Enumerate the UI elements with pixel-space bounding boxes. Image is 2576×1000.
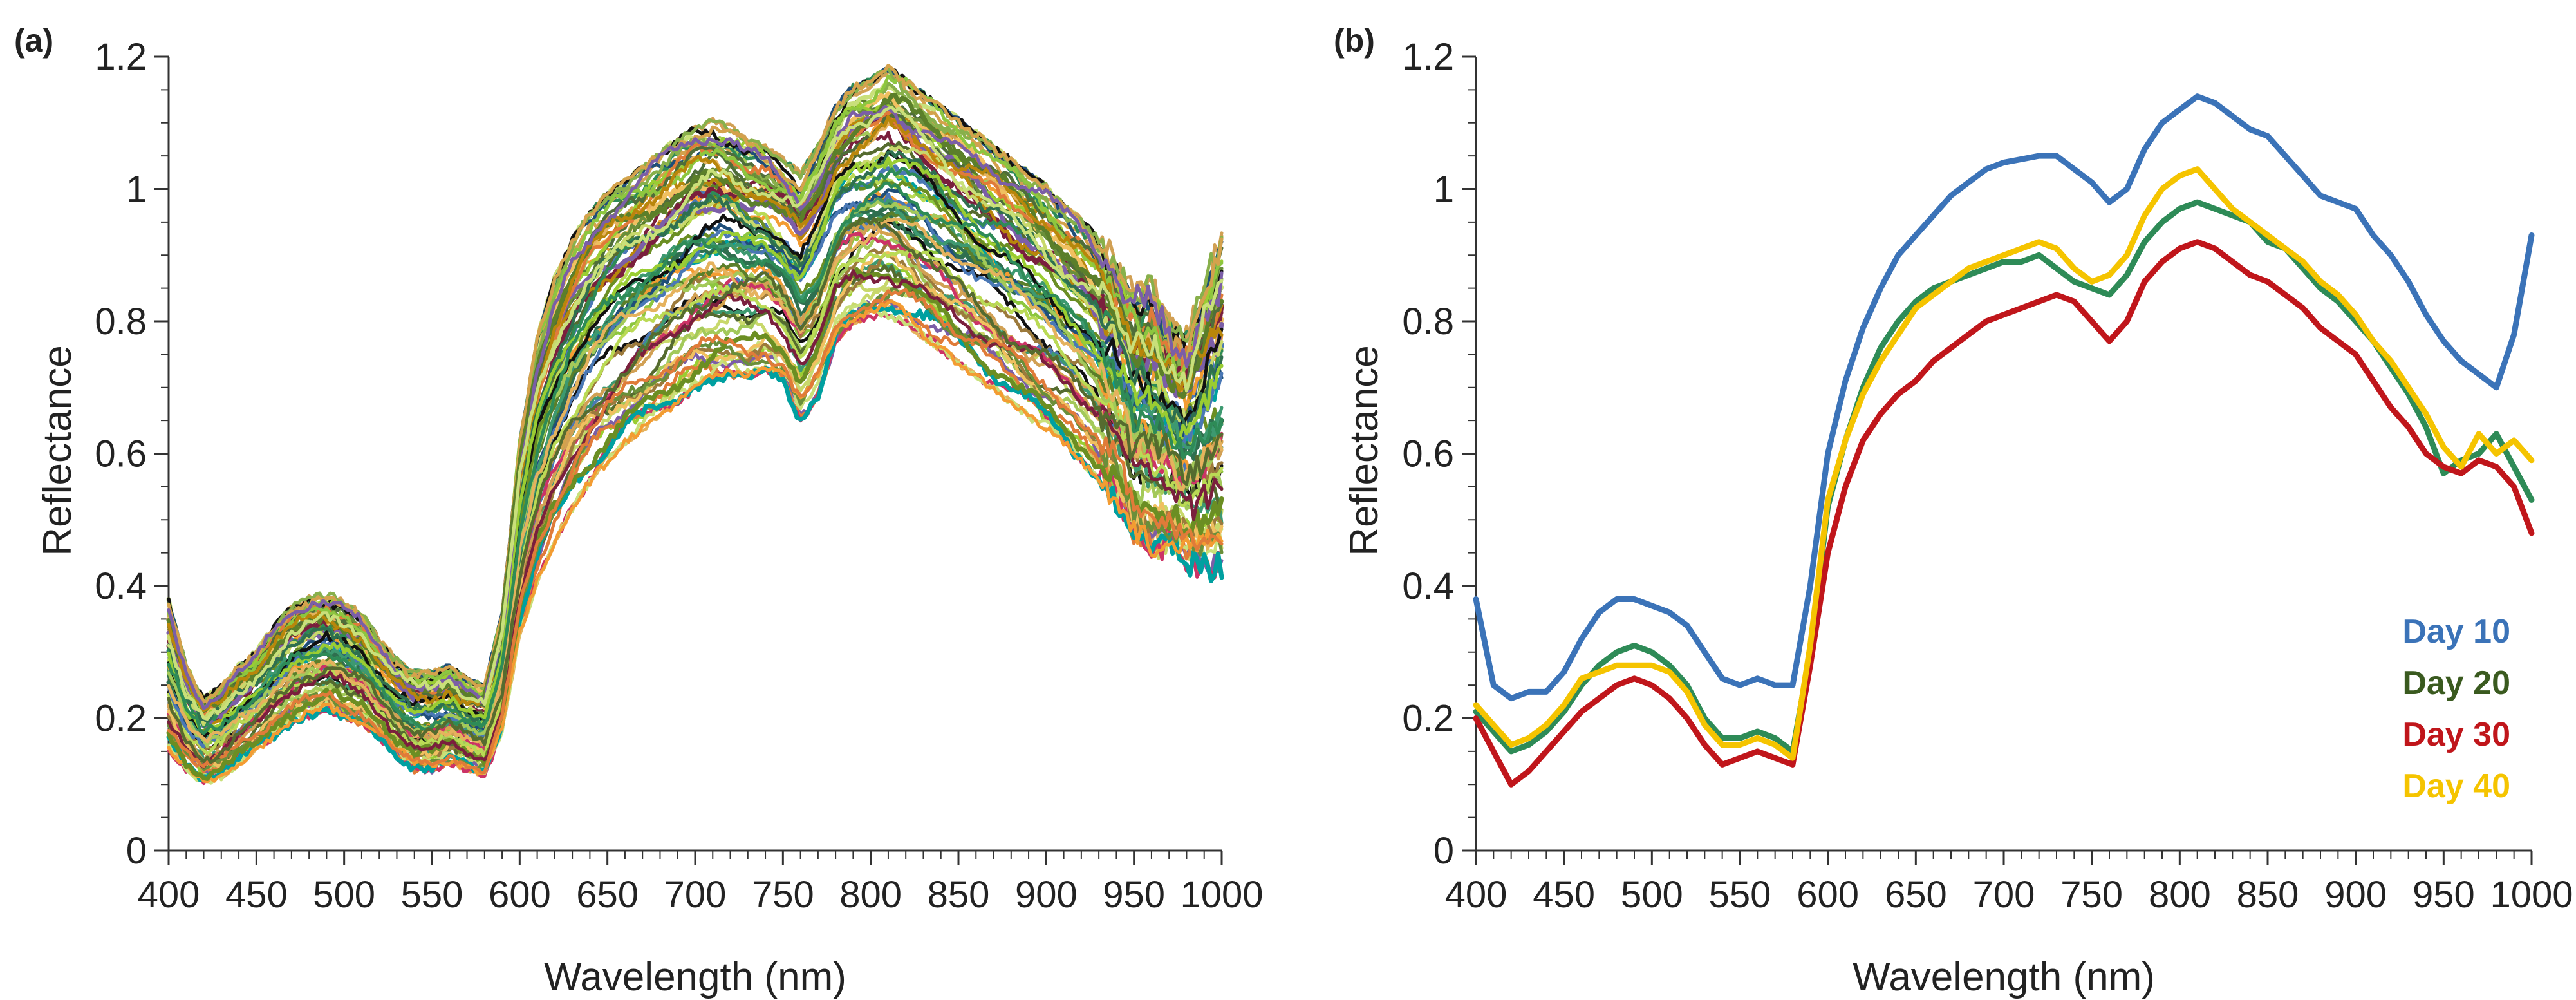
legend-item-day-30: Day 30 — [2402, 716, 2510, 753]
x-tick-label-b: 750 — [2060, 874, 2123, 916]
series-line-day-20 — [1473, 199, 2535, 755]
y-tick-label-b: 0 — [1433, 830, 1454, 872]
series-line-day-40 — [1473, 166, 2535, 761]
x-tick-label-a: 650 — [576, 874, 639, 916]
x-tick-label-a: 700 — [664, 874, 727, 916]
panel-a: (a) Reflectance Wavelength (nm) 400 450 50… — [14, 23, 1264, 999]
x-axis-title-a: Wavelength (nm) — [544, 955, 846, 999]
x-tick-label-a: 500 — [313, 874, 375, 916]
y-tick-label-b: 0.2 — [1402, 698, 1454, 740]
panel-label-b: (b) — [1334, 23, 1375, 59]
spectrum-line-a — [167, 106, 1224, 721]
x-tick-label-a: 400 — [138, 874, 200, 916]
x-tick-label-a: 550 — [401, 874, 463, 916]
y-axis-title-a: Reflectance — [35, 345, 80, 556]
spectrum-line-a — [167, 216, 1224, 764]
y-tick-label-a: 0.8 — [95, 301, 147, 343]
spectrum-line-a — [167, 111, 1224, 717]
x-axis-title-b: Wavelength (nm) — [1853, 955, 2155, 999]
legend-b: Day 10 Day 20 Day 30 Day 40 — [2402, 613, 2510, 805]
x-tick-label-b: 900 — [2324, 874, 2387, 916]
spectrum-line-a — [167, 299, 1224, 784]
spectrum-line-a — [167, 181, 1224, 735]
x-tick-label-b: 400 — [1445, 874, 1507, 916]
x-tick-label-a: 850 — [928, 874, 990, 916]
x-tick-label-a: 950 — [1103, 874, 1165, 916]
series-line-day-10 — [1473, 93, 2535, 702]
y-tick-label-b: 1.2 — [1402, 36, 1454, 78]
x-tick-label-b: 850 — [2237, 874, 2299, 916]
x-tick-label-b: 600 — [1797, 874, 1859, 916]
panel-label-a: (a) — [14, 23, 53, 59]
y-tick-label-a: 0.2 — [95, 698, 147, 740]
y-tick-label-b: 0.4 — [1402, 565, 1454, 607]
series-line-day-30 — [1473, 239, 2535, 788]
y-tick-label-b: 0.6 — [1402, 433, 1454, 475]
y-tick-label-b: 1 — [1433, 169, 1454, 211]
spectrum-line-a — [166, 267, 1224, 781]
x-tick-label-a: 800 — [839, 874, 902, 916]
x-tick-label-a: 750 — [752, 874, 814, 916]
y-tick-label-a: 1 — [126, 169, 147, 211]
x-tick-label-b: 800 — [2149, 874, 2211, 916]
x-tick-label-b: 550 — [1709, 874, 1771, 916]
spectrum-line-a — [167, 115, 1224, 712]
spectrum-line-a — [167, 288, 1224, 775]
panel-b: (b) Reflectance Wavelength (nm) 400 450 50… — [1334, 23, 2573, 999]
legend-item-day-20: Day 20 — [2402, 665, 2510, 702]
y-axis-title-b: Reflectance — [1342, 345, 1386, 556]
spectrum-line-a — [167, 145, 1224, 726]
x-tick-label-b: 450 — [1533, 874, 1595, 916]
x-tick-label-a: 600 — [489, 874, 551, 916]
spectrum-line-a — [167, 269, 1224, 769]
x-tick-label-b: 950 — [2413, 874, 2475, 916]
spectrum-line-a — [167, 104, 1224, 710]
spectrum-line-a — [167, 156, 1224, 735]
y-tick-label-a: 1.2 — [95, 36, 147, 78]
legend-item-day-40: Day 40 — [2402, 768, 2510, 805]
x-tick-label-b: 500 — [1621, 874, 1683, 916]
x-tick-label-a: 450 — [225, 874, 288, 916]
y-tick-label-b: 0.8 — [1402, 301, 1454, 343]
x-tick-label-a: 1000 — [1180, 874, 1263, 916]
spectrum-line-a — [167, 150, 1224, 723]
x-tick-label-a: 900 — [1015, 874, 1078, 916]
y-tick-label-a: 0 — [126, 830, 147, 872]
spectrum-line-a — [167, 217, 1224, 744]
x-tick-label-b: 700 — [1973, 874, 2035, 916]
y-tick-label-a: 0.6 — [95, 433, 147, 475]
y-tick-label-a: 0.4 — [95, 565, 147, 607]
x-tick-label-b: 1000 — [2490, 874, 2573, 916]
legend-item-day-10: Day 10 — [2402, 613, 2510, 650]
x-tick-label-b: 650 — [1885, 874, 1947, 916]
spectrum-line-a — [166, 93, 1224, 713]
